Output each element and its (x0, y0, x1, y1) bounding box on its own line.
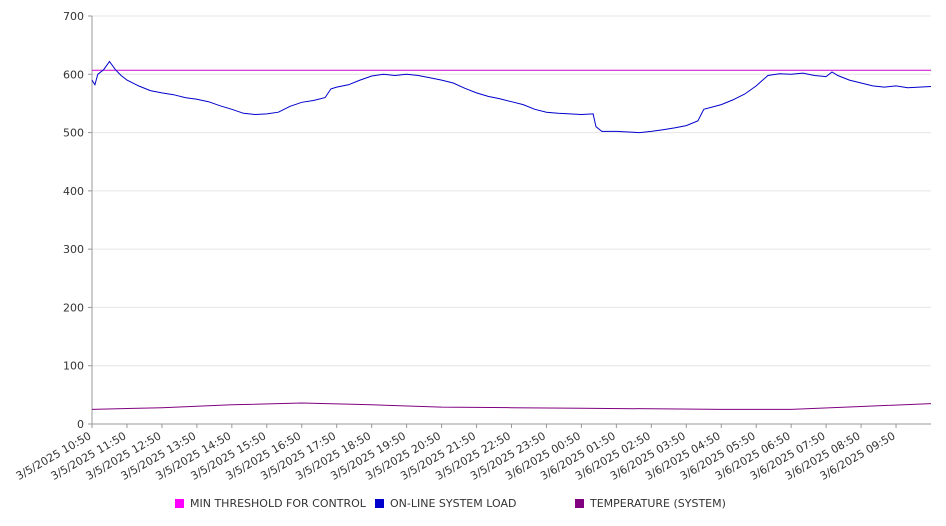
series-line-2 (91, 402, 932, 410)
legend-item-temperature[interactable]: TEMPERATURE (SYSTEM) (575, 497, 726, 510)
y-tick-label: 0 (77, 418, 84, 431)
gridlines (92, 15, 931, 425)
series-line-1 (91, 60, 932, 134)
legend-swatch (575, 499, 584, 508)
y-tick-label: 100 (63, 360, 84, 373)
line-chart: 0 100 200 300 400 500 600 700 3/5/2025 10:503/5… (14, 10, 932, 483)
series-lines (91, 60, 932, 410)
legend-item-min-threshold[interactable]: MIN THRESHOLD FOR CONTROL (175, 497, 366, 510)
x-axis-ticks: 3/5/2025 10:503/5/2025 11:503/5/2025 12:… (14, 429, 898, 483)
legend-label: TEMPERATURE (SYSTEM) (590, 497, 726, 510)
legend-item-system-load[interactable]: ON-LINE SYSTEM LOAD (375, 497, 516, 510)
y-tick-label: 600 (63, 68, 84, 81)
y-tick-label: 500 (63, 127, 84, 140)
legend-label: ON-LINE SYSTEM LOAD (390, 497, 517, 510)
legend-swatch (375, 499, 384, 508)
legend-label: MIN THRESHOLD FOR CONTROL (190, 497, 366, 510)
y-tick-label: 400 (63, 185, 84, 198)
y-tick-label: 200 (63, 301, 84, 314)
y-axis-ticks: 0 100 200 300 400 500 600 700 (63, 10, 84, 431)
legend-swatch (175, 499, 184, 508)
axes (88, 15, 931, 428)
y-tick-label: 300 (63, 243, 84, 256)
y-tick-label: 700 (63, 10, 84, 23)
legend: MIN THRESHOLD FOR CONTROL ON-LINE SYSTEM… (0, 497, 946, 515)
